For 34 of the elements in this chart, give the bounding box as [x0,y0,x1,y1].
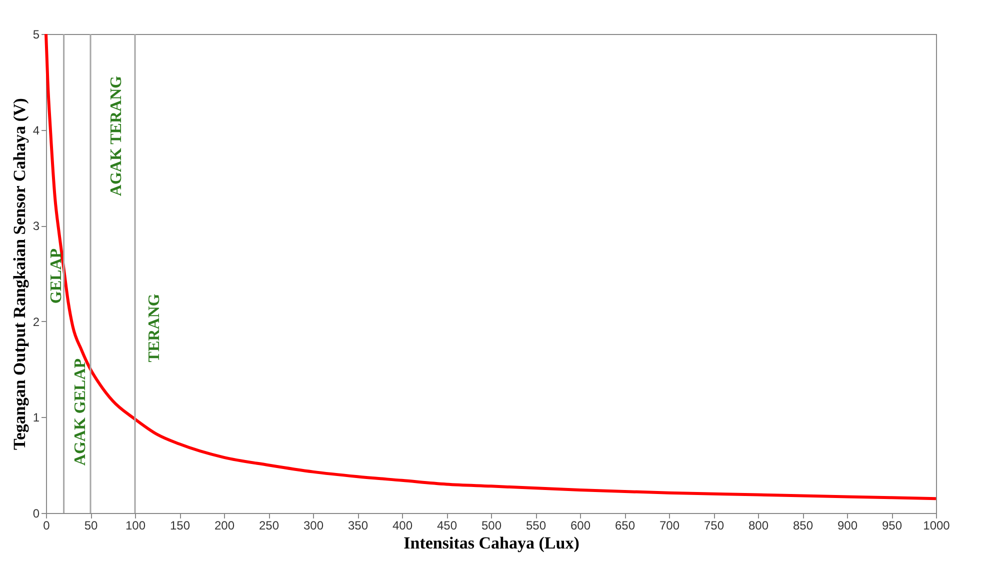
x-tick-label: 450 [436,518,458,532]
x-tick-label: 300 [303,518,324,532]
y-tick-label: 5 [32,28,40,42]
x-tick-label: 900 [837,518,858,532]
y-axis-title: Tegangan Output Rangkaian Sensor Cahaya (V) [10,98,29,450]
x-tick-label: 950 [882,518,902,532]
annotation: GELAP [48,248,65,304]
annotation: TERANG [146,293,163,362]
x-tick-label: 1000 [923,518,950,532]
annotation: AGAK TERANG [108,75,125,196]
y-tick-label: 2 [32,314,40,329]
x-tick-label: 150 [170,518,190,532]
line-series [44,32,938,500]
x-tick-label: 650 [614,518,636,532]
x-tick-label: 50 [84,518,98,532]
y-tick-label: 3 [32,219,40,234]
x-tick-label: 850 [792,518,814,532]
y-tick-label: 4 [32,123,40,138]
x-tick-label: 800 [748,518,769,532]
annotation: AGAK GELAP [72,358,89,466]
x-tick-label: 200 [214,518,235,532]
x-tick-label: 350 [348,518,368,532]
y-tick-label: 1 [32,410,40,425]
x-tick-label: 100 [125,518,146,532]
x-tick-label: 550 [526,518,546,532]
y-tick-label: 0 [32,506,40,520]
x-tick-label: 250 [258,518,280,532]
x-tick-label: 750 [704,518,724,532]
x-axis-title: Intensitas Cahaya (Lux) [404,534,580,552]
x-tick-label: 700 [659,518,680,532]
x-tick-label: 600 [570,518,591,532]
x-tick-label: 400 [392,518,413,532]
x-tick-label: 500 [481,518,502,532]
x-tick-label: 0 [43,518,50,532]
